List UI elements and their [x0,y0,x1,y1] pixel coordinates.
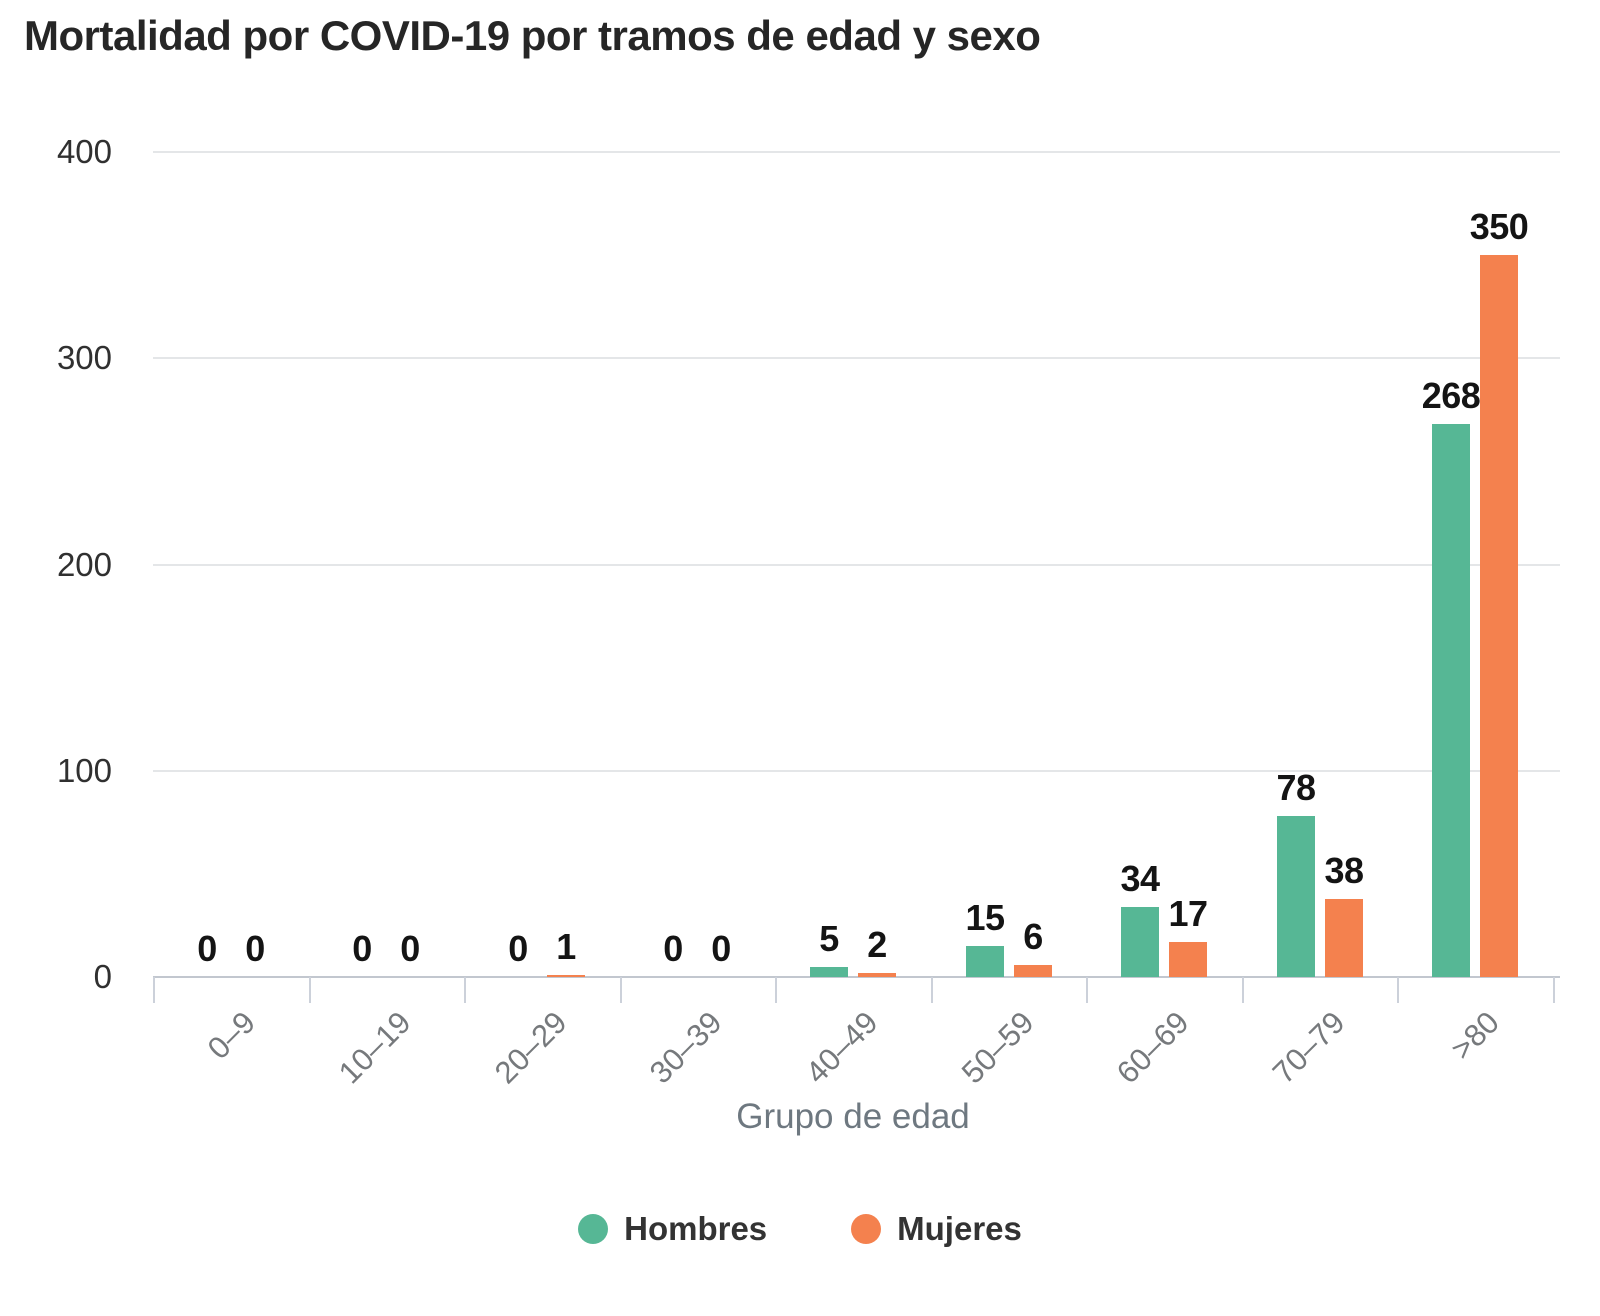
legend-label-hombres: Hombres [624,1210,768,1247]
value-label-mujeres-0-9: 0 [245,928,265,969]
x-axis-tick [1242,977,1244,1003]
x-category-label-10-19: 10–19 [331,1004,418,1091]
value-label-hombres-10-19: 0 [352,928,372,969]
bar-hombres-gt80[interactable] [1432,424,1470,977]
chart-title: Mortalidad por COVID-19 por tramos de ed… [24,12,1041,59]
bar-hombres-50-59[interactable] [966,946,1004,977]
x-category-label-30-39: 30–39 [642,1004,729,1091]
bar-mujeres-40-49[interactable] [858,973,896,977]
x-axis-tick [775,977,777,1003]
x-category-label-70-79: 70–79 [1265,1004,1352,1091]
x-axis-tick [931,977,933,1003]
legend-dot-hombres [578,1214,609,1244]
value-label-hombres-50-59: 15 [965,897,1005,938]
gridline-300 [153,357,1560,359]
bar-mujeres-20-29[interactable] [547,975,585,977]
value-label-mujeres-30-39: 0 [711,928,731,969]
bar-mujeres-60-69[interactable] [1169,942,1207,977]
x-axis-tick [309,977,311,1003]
value-label-hombres-0-9: 0 [197,928,217,969]
legend: Hombres Mujeres [0,1210,1600,1248]
bar-mujeres-gt80[interactable] [1480,255,1518,977]
bar-mujeres-50-59[interactable] [1014,965,1052,977]
x-axis-line [153,976,1560,978]
value-label-hombres-20-29: 0 [508,928,528,969]
x-axis-tick [464,977,466,1003]
value-label-hombres-40-49: 5 [819,918,839,959]
value-label-mujeres-gt80: 350 [1469,206,1529,247]
y-axis-label-100: 100 [56,752,112,789]
y-axis-label-400: 400 [56,133,112,170]
x-axis-tick [1553,977,1555,1003]
x-axis-tick [153,977,155,1003]
y-axis-label-0: 0 [93,958,112,995]
y-axis-label-200: 200 [56,546,112,583]
y-axis-label-300: 300 [56,339,112,376]
bar-hombres-60-69[interactable] [1121,907,1159,977]
value-label-hombres-70-79: 78 [1276,767,1316,808]
bar-hombres-40-49[interactable] [810,967,848,977]
legend-item-mujeres[interactable]: Mujeres [851,1210,1022,1248]
value-label-hombres-60-69: 34 [1120,858,1160,899]
value-label-hombres-gt80: 268 [1421,375,1481,416]
x-category-label-20-29: 20–29 [487,1004,574,1091]
x-axis-tick [1397,977,1399,1003]
value-label-mujeres-20-29: 1 [556,926,576,967]
legend-item-hombres[interactable]: Hombres [578,1210,767,1248]
value-label-hombres-30-39: 0 [663,928,683,969]
value-label-mujeres-70-79: 38 [1324,850,1364,891]
bar-mujeres-70-79[interactable] [1325,899,1363,977]
value-label-mujeres-40-49: 2 [867,924,887,965]
x-category-label-gt80: >80 [1444,1004,1507,1067]
x-category-label-60-69: 60–69 [1109,1004,1196,1091]
legend-dot-mujeres [851,1214,882,1244]
legend-label-mujeres: Mujeres [897,1210,1022,1247]
x-axis-tick [1086,977,1088,1003]
x-category-label-50-59: 50–59 [954,1004,1041,1091]
x-axis-tick [620,977,622,1003]
gridline-400 [153,151,1560,153]
value-label-mujeres-60-69: 17 [1168,893,1208,934]
gridline-100 [153,770,1560,772]
x-category-label-40-49: 40–49 [798,1004,885,1091]
value-label-mujeres-10-19: 0 [400,928,420,969]
x-category-label-0-9: 0–9 [201,1004,263,1066]
bar-hombres-70-79[interactable] [1277,816,1315,977]
gridline-200 [153,564,1560,566]
value-label-mujeres-50-59: 6 [1023,916,1043,957]
x-axis-title: Grupo de edad [736,1097,970,1136]
